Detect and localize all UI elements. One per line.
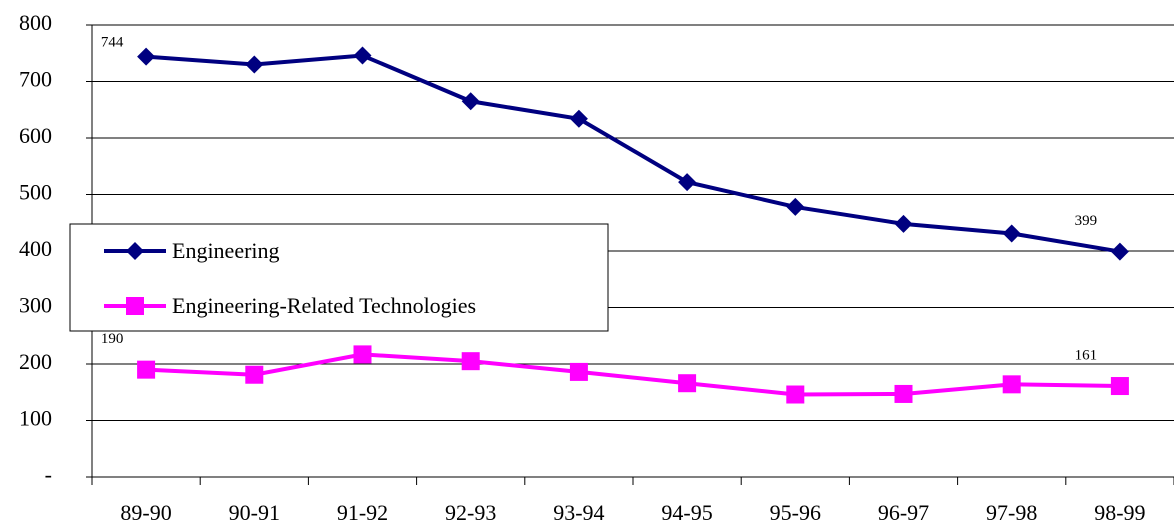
y-tick-label: 100: [19, 406, 52, 431]
x-tick-label: 96-97: [878, 500, 929, 525]
y-tick-label: 600: [19, 123, 52, 148]
y-tick-label: 700: [19, 67, 52, 92]
data-point: [245, 365, 264, 384]
data-point: [1110, 377, 1129, 396]
x-tick-label: 95-96: [770, 500, 821, 525]
data-point: [569, 362, 588, 381]
data-point: [1002, 224, 1021, 243]
data-point: [1110, 242, 1129, 261]
x-tick-label: 97-98: [986, 500, 1037, 525]
data-point: [678, 173, 697, 192]
x-tick-label: 90-91: [229, 500, 280, 525]
data-point: [786, 197, 805, 216]
y-tick-label: 400: [19, 236, 52, 261]
x-tick-label: 98-99: [1094, 500, 1145, 525]
data-point: [353, 46, 372, 65]
y-tick-label: 300: [19, 293, 52, 318]
data-point: [894, 214, 913, 233]
legend-marker: [126, 297, 144, 315]
data-point: [353, 345, 372, 364]
x-tick-label: 89-90: [120, 500, 171, 525]
data-label: 190: [101, 331, 124, 347]
series-line: [146, 352, 1120, 397]
y-tick-label: 500: [19, 180, 52, 205]
y-tick-label: 200: [19, 349, 52, 374]
data-point: [245, 55, 264, 74]
data-point: [1002, 375, 1021, 394]
legend-label: Engineering: [172, 238, 280, 263]
data-point: [137, 47, 156, 66]
data-label: 161: [1075, 347, 1098, 363]
series-line: [145, 53, 1121, 254]
data-point: [461, 92, 480, 111]
legend-box: [69, 223, 609, 332]
x-tick-label: 91-92: [337, 500, 388, 525]
legend-marker: [126, 242, 144, 260]
data-point: [894, 384, 913, 403]
data-point: [678, 374, 697, 393]
x-tick-label: 94-95: [661, 500, 712, 525]
data-point: [786, 385, 805, 404]
data-point: [461, 352, 480, 371]
legend-label: Engineering-Related Technologies: [172, 293, 476, 318]
data-point: [569, 109, 588, 128]
y-tick-label: -: [45, 462, 52, 487]
data-label: 744: [101, 34, 124, 50]
x-tick-label: 93-94: [553, 500, 604, 525]
y-tick-label: 800: [19, 10, 52, 35]
data-label: 399: [1075, 213, 1098, 229]
x-tick-label: 92-93: [445, 500, 496, 525]
data-point: [137, 360, 156, 379]
